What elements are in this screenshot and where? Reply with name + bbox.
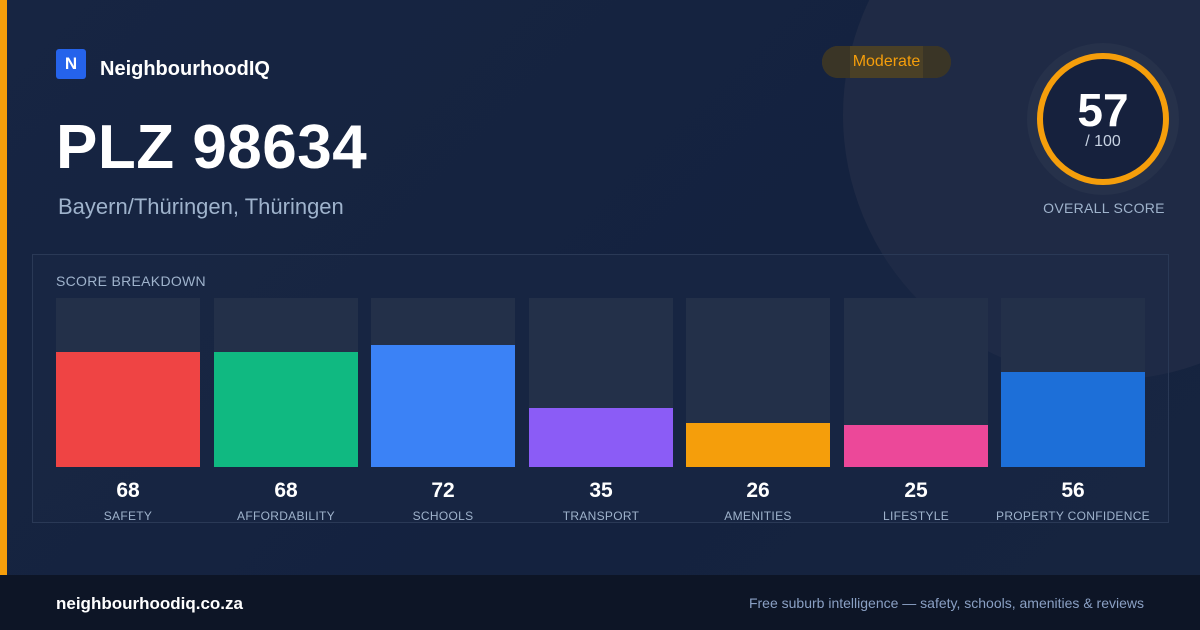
status-badge: Moderate [822, 46, 951, 78]
bar-value: 72 [431, 479, 455, 502]
bar-label: AFFORDABILITY [237, 509, 335, 523]
bar-track [529, 298, 673, 467]
bar-fill [686, 423, 830, 467]
bar-value: 68 [116, 479, 140, 502]
bar-value: 25 [904, 479, 928, 502]
bar-fill [56, 352, 200, 467]
breakdown-bar-amenities: 26 AMENITIES [686, 298, 830, 523]
bar-fill [214, 352, 358, 467]
score-breakdown-panel: SCORE BREAKDOWN 68 SAFETY 68 AFFORDABILITY 7… [32, 254, 1169, 523]
breakdown-bar-affordability: 68 AFFORDABILITY [214, 298, 358, 523]
footer-tagline: Free suburb intelligence — safety, schoo… [748, 595, 1144, 611]
bar-value: 68 [274, 479, 298, 502]
brand: N NeighbourhoodIQ [56, 46, 270, 81]
breakdown-bar-safety: 68 SAFETY [56, 298, 200, 523]
overall-score-gauge: 57 / 100 [1027, 43, 1179, 195]
bar-label: PROPERTY CONFIDENCE [996, 509, 1150, 523]
bar-track [686, 298, 830, 467]
brand-name: NeighbourhoodIQ [100, 58, 270, 80]
bar-label: AMENITIES [724, 509, 792, 523]
overall-score-value: 57 [1077, 84, 1129, 136]
overall-score-max: / 100 [1085, 133, 1121, 150]
breakdown-bar-property-confidence: 56 PROPERTY CONFIDENCE [996, 298, 1150, 523]
bar-track [371, 298, 515, 467]
bar-track [214, 298, 358, 467]
accent-bar [0, 0, 7, 575]
status-badge-label: Moderate [852, 53, 921, 70]
overall-score-label: OVERALL SCORE [1043, 200, 1165, 216]
breakdown-title: SCORE BREAKDOWN [56, 273, 206, 289]
bar-value: 35 [589, 479, 613, 502]
bar-fill [1001, 372, 1145, 467]
og-card: N NeighbourhoodIQ PLZ 98634 Bayern/Thüri… [0, 0, 1200, 575]
bar-label: LIFESTYLE [882, 509, 950, 523]
bar-fill [371, 345, 515, 467]
bar-track [56, 298, 200, 467]
bar-label: SAFETY [103, 509, 153, 523]
score-ring-arc [1037, 53, 1169, 185]
bar-track [1001, 298, 1145, 467]
bar-fill [529, 408, 673, 467]
breakdown-bar-transport: 35 TRANSPORT [529, 298, 673, 523]
page-title: PLZ 98634 [56, 113, 368, 182]
bar-value: 26 [746, 479, 770, 502]
page-subtitle: Bayern/Thüringen, Thüringen [58, 194, 344, 219]
bar-value: 56 [1061, 479, 1085, 502]
footer-url[interactable]: neighbourhoodiq.co.za [56, 594, 243, 613]
bar-track [844, 298, 988, 467]
breakdown-bar-lifestyle: 25 LIFESTYLE [844, 298, 988, 523]
brand-logo: N [56, 48, 86, 79]
breakdown-bar-schools: 72 SCHOOLS [371, 298, 515, 523]
footer: neighbourhoodiq.co.za Free suburb intell… [0, 575, 1200, 630]
bar-label: TRANSPORT [562, 509, 640, 523]
bar-label: SCHOOLS [412, 509, 474, 523]
bar-fill [844, 425, 988, 467]
score-ring-svg [1037, 53, 1169, 185]
